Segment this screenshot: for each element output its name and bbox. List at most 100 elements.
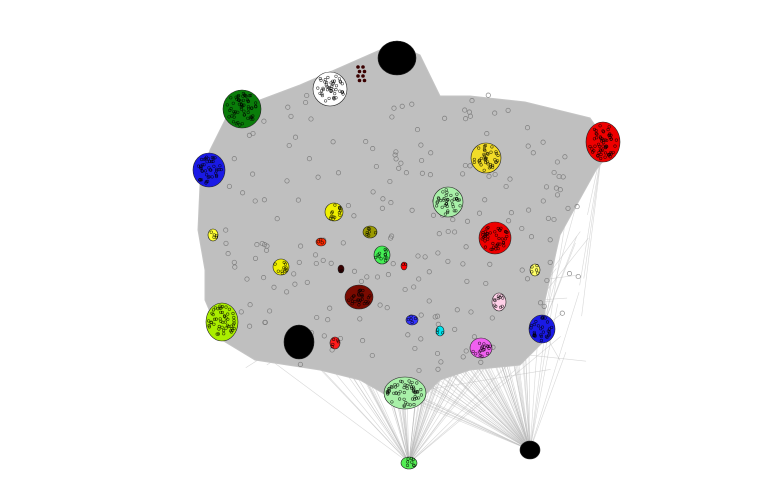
graph-node — [261, 197, 267, 203]
cluster-fill — [585, 121, 621, 163]
cluster-node — [250, 106, 254, 110]
cluster-node — [608, 155, 612, 159]
cluster-node — [333, 215, 337, 219]
cluster-node — [398, 63, 403, 67]
cluster-node — [606, 153, 611, 157]
cluster-node — [360, 294, 364, 298]
graph-node — [454, 307, 460, 313]
cluster-green-bottom — [400, 456, 418, 470]
graph-node — [483, 280, 489, 287]
cluster-blue-right — [528, 314, 556, 344]
graph-node — [374, 274, 381, 280]
cluster-node — [411, 385, 415, 389]
cluster-node — [490, 145, 494, 149]
cluster-black-top — [377, 40, 417, 76]
cluster-node — [297, 344, 302, 348]
cluster-lightgreen-bottom — [383, 376, 427, 410]
cluster-node — [494, 150, 498, 154]
graph-node — [360, 338, 366, 344]
cluster-node — [353, 300, 357, 304]
graph-node — [463, 348, 469, 354]
cluster-node — [320, 89, 324, 93]
cluster-node — [389, 385, 393, 389]
cluster-node — [403, 64, 407, 69]
cluster-node — [405, 383, 409, 388]
graph-node — [422, 254, 428, 260]
graph-node — [537, 300, 544, 306]
cluster-node — [485, 344, 489, 348]
graph-node — [508, 210, 514, 216]
cluster-node — [318, 91, 322, 95]
cluster-node — [366, 300, 370, 304]
cluster-node — [530, 265, 534, 269]
cluster-node — [301, 347, 305, 352]
graph-node — [396, 165, 402, 171]
graph-node — [405, 332, 411, 338]
cluster-node — [486, 235, 490, 239]
cluster-node — [237, 98, 241, 102]
cluster-node — [416, 390, 420, 394]
cluster-node — [478, 354, 482, 358]
cluster-node — [209, 230, 213, 234]
cluster-node — [539, 327, 543, 331]
graph-node — [385, 272, 391, 278]
cluster-node — [207, 319, 211, 323]
graph-node — [426, 269, 432, 275]
cluster-node — [485, 351, 490, 355]
cluster-node — [210, 311, 214, 315]
cluster-node — [250, 115, 254, 119]
graph-node — [363, 139, 369, 145]
graph-node — [547, 259, 553, 265]
cluster-node — [529, 446, 533, 451]
cluster-node — [481, 231, 485, 235]
cluster-node — [246, 110, 250, 114]
cluster-node — [235, 97, 239, 101]
cluster-node — [340, 269, 344, 273]
cluster-node — [404, 262, 408, 266]
graph-node — [328, 260, 334, 266]
cluster-node — [485, 151, 489, 155]
graph-node — [485, 92, 491, 98]
cluster-node — [246, 105, 250, 109]
cluster-node — [491, 165, 495, 169]
cluster-node — [336, 338, 340, 342]
cluster-node — [494, 152, 498, 156]
cluster-node — [485, 227, 489, 231]
edge — [529, 351, 567, 451]
cluster-node — [309, 336, 313, 340]
cluster-green-left — [222, 89, 262, 129]
cluster-cyan-tiny — [435, 325, 445, 337]
cluster-node — [222, 328, 226, 333]
graph-node — [226, 183, 232, 189]
graph-node — [409, 207, 415, 213]
cluster-node — [395, 70, 399, 74]
cluster-node — [407, 379, 411, 383]
graph-node — [435, 366, 441, 372]
graph-node — [574, 204, 580, 210]
cluster-node — [206, 157, 211, 161]
cluster-node — [477, 350, 481, 354]
cluster-node — [390, 400, 394, 404]
cluster-node — [296, 334, 300, 338]
cluster-node — [417, 396, 421, 400]
cluster-node — [409, 314, 413, 318]
cluster-red-tiny-2 — [400, 261, 408, 271]
cluster-node — [442, 197, 446, 201]
cluster-node — [341, 92, 345, 96]
cluster-node — [229, 107, 233, 111]
graph-node — [436, 231, 442, 237]
graph-node — [259, 240, 265, 247]
cluster-pink-tiny — [491, 292, 507, 312]
graph-node — [411, 284, 417, 290]
cluster-node — [603, 151, 608, 155]
cluster-node — [331, 215, 335, 219]
cluster-node — [231, 323, 235, 327]
cluster-node — [207, 324, 211, 328]
graph-node — [560, 174, 566, 180]
cluster-node — [396, 383, 400, 387]
cluster-node — [488, 163, 493, 167]
graph-node — [291, 271, 297, 277]
cluster-node — [405, 61, 409, 65]
cluster-node — [534, 319, 538, 324]
cluster-node — [397, 392, 401, 396]
